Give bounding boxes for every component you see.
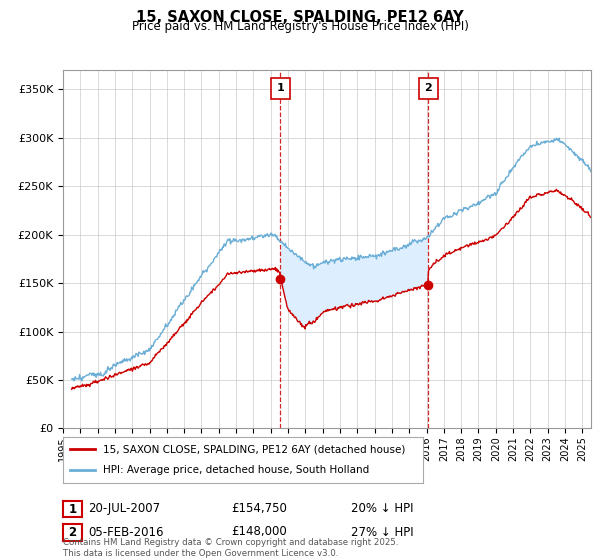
Text: Contains HM Land Registry data © Crown copyright and database right 2025.
This d: Contains HM Land Registry data © Crown c… <box>63 538 398 558</box>
Bar <box>419 78 437 99</box>
Text: 15, SAXON CLOSE, SPALDING, PE12 6AY (detached house): 15, SAXON CLOSE, SPALDING, PE12 6AY (det… <box>103 444 405 454</box>
Text: 1: 1 <box>68 502 77 516</box>
Text: £154,750: £154,750 <box>231 502 287 515</box>
Text: HPI: Average price, detached house, South Holland: HPI: Average price, detached house, Sout… <box>103 465 369 475</box>
Bar <box>271 78 290 99</box>
Text: £148,000: £148,000 <box>231 525 287 539</box>
Text: 20-JUL-2007: 20-JUL-2007 <box>88 502 160 515</box>
Text: 2: 2 <box>424 83 432 94</box>
Text: 27% ↓ HPI: 27% ↓ HPI <box>351 525 413 539</box>
Text: 2: 2 <box>68 526 77 539</box>
Text: 20% ↓ HPI: 20% ↓ HPI <box>351 502 413 515</box>
Text: 05-FEB-2016: 05-FEB-2016 <box>88 525 164 539</box>
Text: 15, SAXON CLOSE, SPALDING, PE12 6AY: 15, SAXON CLOSE, SPALDING, PE12 6AY <box>136 10 464 25</box>
Text: Price paid vs. HM Land Registry's House Price Index (HPI): Price paid vs. HM Land Registry's House … <box>131 20 469 33</box>
Text: 1: 1 <box>277 83 284 94</box>
